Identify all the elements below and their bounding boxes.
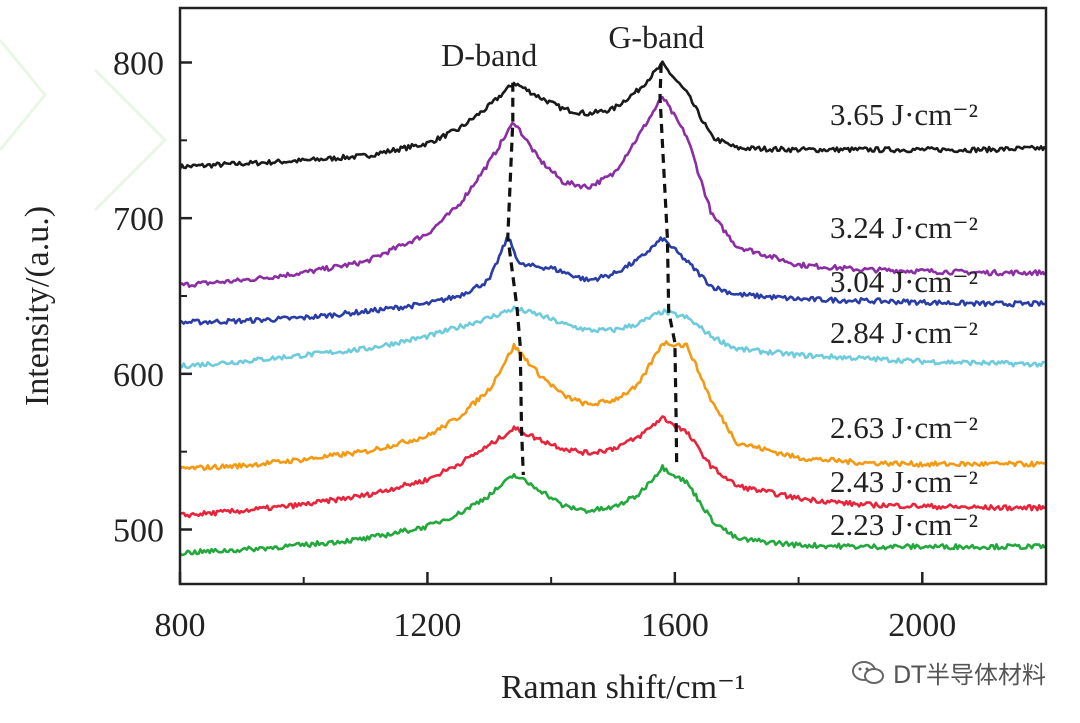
series-line-6 [179,415,1046,519]
d-band-label: D-band [441,37,537,73]
series-label-6: 2.43 J·cm⁻² [830,464,978,499]
y-tick-label: 600 [113,357,164,394]
series-line-3 [179,236,1045,326]
background-decoration [0,39,168,212]
series-label-3: 3.04 J·cm⁻² [830,264,978,299]
x-tick-label: 800 [155,607,206,644]
y-axis-title: Intensity/(a.u.) [19,206,56,406]
g-band-guide [658,63,679,468]
wechat-icon [851,660,884,684]
series-label-4: 2.84 J·cm⁻² [830,315,978,350]
y-tick-label: 500 [113,513,164,550]
series-layer [178,60,1046,557]
series-label-7: 2.23 J·cm⁻² [830,507,978,542]
series-line-2 [179,95,1046,288]
series-label-1: 3.65 J·cm⁻² [830,97,978,132]
series-label-2: 3.24 J·cm⁻² [830,210,978,245]
g-band-label: G-band [608,19,704,55]
watermark: DT半导体材料 [851,655,1046,690]
series-label-5: 2.63 J·cm⁻² [830,410,978,445]
x-axis-title: Raman shift/cm⁻¹ [501,669,745,706]
series-labels: 3.65 J·cm⁻² 3.24 J·cm⁻² 3.04 J·cm⁻² 2.84 J·… [830,97,978,542]
x-tick-label: 2000 [888,607,956,644]
y-axis-ticks: 500 600 700 800 [113,45,192,550]
series-line-4 [179,305,1046,370]
watermark-text: DT半导体材料 [892,661,1046,689]
x-axis-ticks: 800 1200 1600 2000 [155,572,956,644]
d-band-guide [506,82,525,476]
series-line-7 [179,464,1046,557]
series-line-1 [178,60,1046,170]
series-line-5 [179,340,1045,471]
x-tick-label: 1600 [641,607,709,644]
band-guides [506,63,679,476]
y-tick-label: 800 [113,45,164,82]
y-tick-label: 700 [113,201,164,238]
x-tick-label: 1200 [393,607,461,644]
